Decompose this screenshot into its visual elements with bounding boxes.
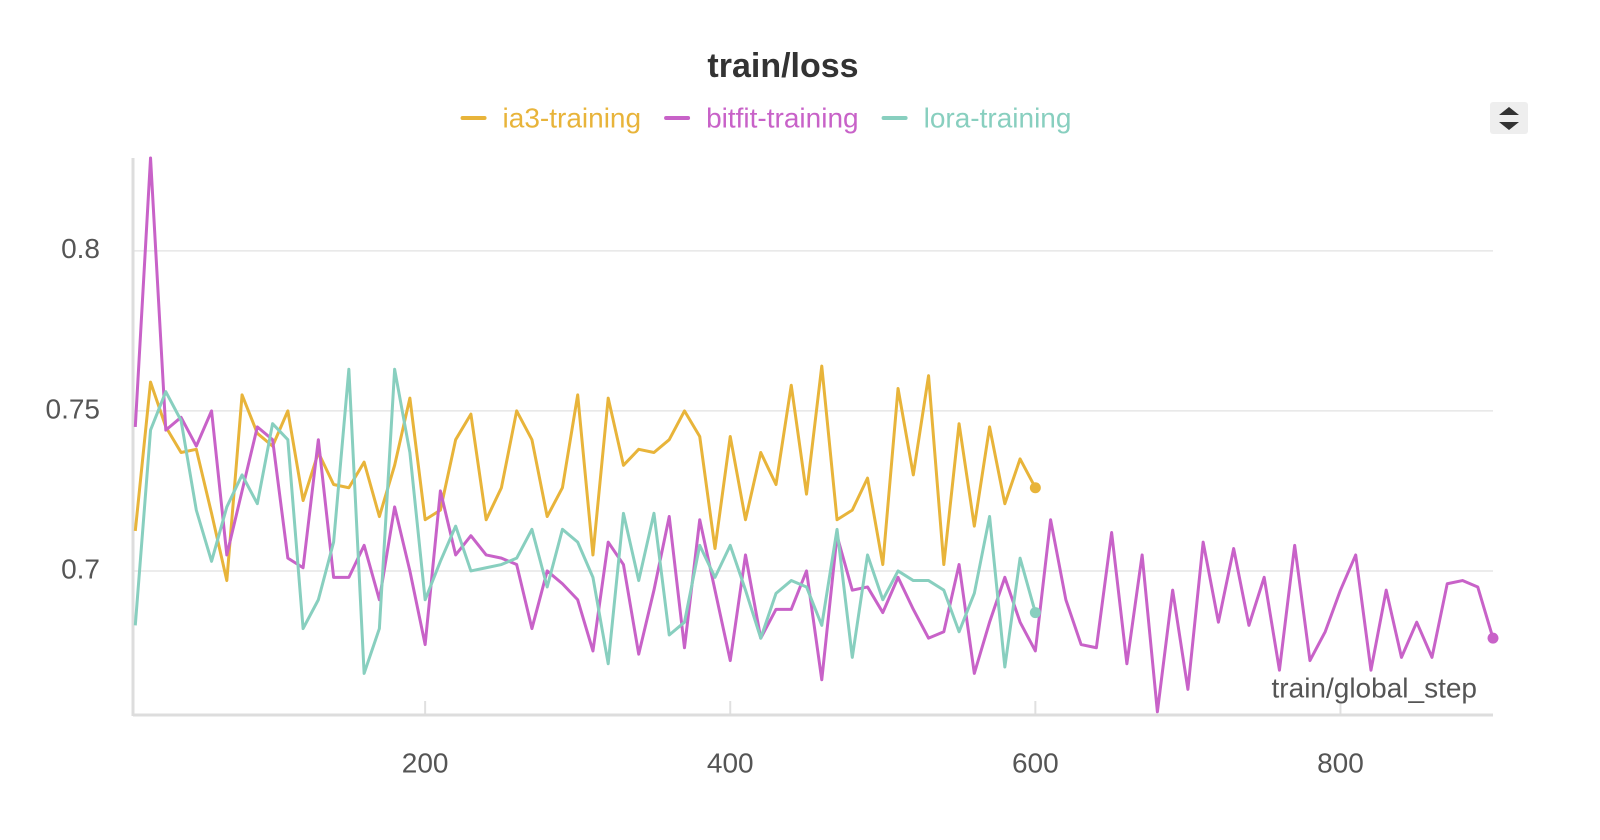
- x-tick-label: 400: [707, 747, 754, 778]
- legend-label: ia3-training: [503, 102, 642, 133]
- legend-label: lora-training: [924, 102, 1072, 133]
- x-tick-label: 200: [402, 747, 449, 778]
- series-line: [133, 156, 1495, 714]
- legend: ia3-training bitfit-training lora-training: [460, 102, 1072, 133]
- end-point: [1029, 482, 1041, 494]
- scroll-icon: [1499, 107, 1519, 130]
- series-line: [133, 367, 1037, 675]
- legend-label: bitfit-training: [706, 102, 859, 133]
- y-tick-label: 0.8: [61, 233, 100, 264]
- end-point: [1029, 607, 1041, 619]
- y-tick-label: 0.7: [61, 553, 100, 584]
- x-tick-label: 800: [1317, 747, 1364, 778]
- x-tick-label: 600: [1012, 747, 1059, 778]
- scroll-control[interactable]: [1490, 102, 1528, 134]
- scroll-button[interactable]: [1490, 102, 1528, 134]
- y-tick-label: 0.75: [46, 393, 101, 424]
- series-line: [133, 364, 1037, 583]
- x-axis-label: train/global_step: [1272, 672, 1477, 703]
- chart-title: train/loss: [707, 47, 858, 85]
- end-point: [1487, 632, 1499, 644]
